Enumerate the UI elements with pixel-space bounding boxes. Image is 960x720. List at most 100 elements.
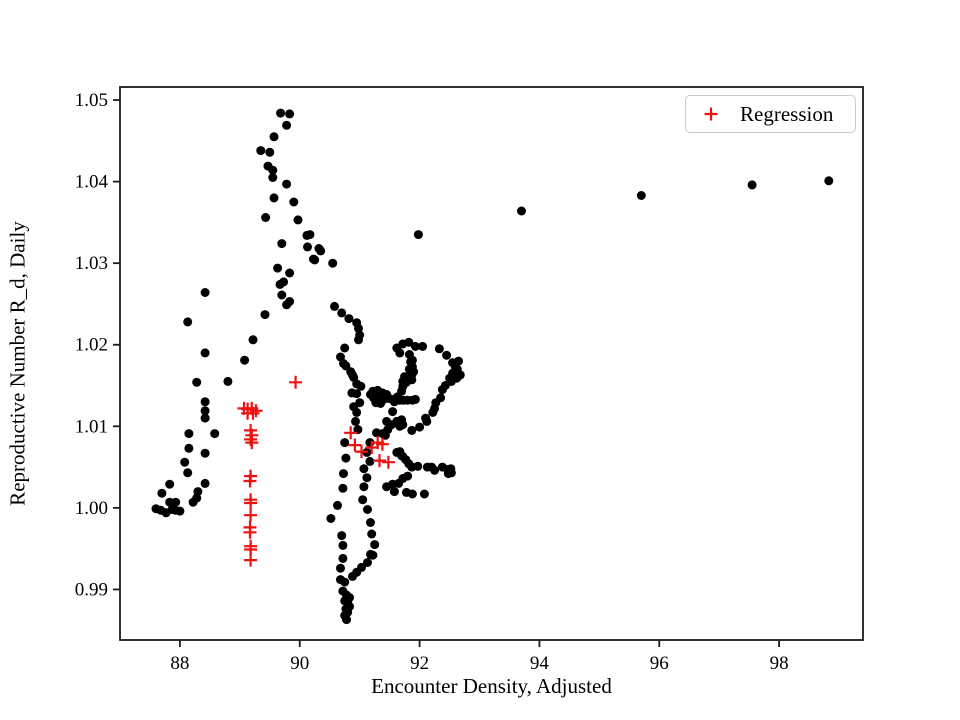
x-tick-label: 88 — [170, 653, 189, 674]
data-point — [269, 193, 279, 203]
y-tick-label: 1.02 — [75, 335, 108, 356]
regression-point — [244, 508, 258, 522]
data-point — [184, 429, 194, 439]
data-point — [382, 416, 392, 426]
x-tick-label: 98 — [770, 653, 789, 674]
data-point — [362, 473, 372, 483]
data-point — [430, 465, 440, 475]
regression-point — [246, 406, 260, 420]
regression-point — [289, 375, 303, 389]
data-point — [342, 615, 351, 625]
data-point — [268, 173, 278, 182]
data-point — [454, 356, 463, 366]
data-point — [395, 421, 405, 431]
data-point — [285, 268, 295, 278]
data-point — [367, 529, 377, 539]
data-point — [410, 341, 420, 351]
regression-point — [355, 445, 368, 459]
data-point — [273, 263, 283, 273]
data-point — [330, 301, 339, 311]
data-point — [359, 482, 369, 492]
legend-label: Regression — [740, 101, 834, 126]
data-point — [352, 389, 362, 399]
data-point — [248, 335, 258, 345]
y-tick-label: 1.05 — [75, 90, 108, 111]
data-point — [310, 255, 320, 265]
x-tick-label: 92 — [410, 653, 429, 674]
regression-point — [381, 455, 395, 469]
data-point — [442, 350, 452, 360]
data-point — [366, 518, 375, 527]
data-point — [285, 109, 295, 119]
legend: Regression — [685, 95, 856, 133]
data-point — [333, 500, 342, 510]
data-point — [403, 471, 413, 481]
regression-point — [244, 496, 258, 510]
data-point — [398, 452, 408, 461]
data-point — [256, 146, 266, 156]
data-point — [285, 297, 295, 306]
data-point — [223, 376, 233, 386]
data-point — [345, 593, 354, 603]
data-point — [200, 348, 210, 358]
data-point — [193, 487, 203, 497]
data-point — [276, 108, 286, 118]
y-axis-label: Reproductive Number R_d, Daily — [5, 221, 30, 506]
data-point — [184, 443, 194, 453]
data-point — [413, 230, 423, 240]
data-point — [200, 288, 210, 297]
data-point — [175, 506, 185, 516]
data-point — [282, 179, 292, 189]
data-point — [440, 381, 450, 390]
data-point — [351, 416, 360, 426]
data-point — [747, 180, 757, 190]
data-point — [240, 355, 250, 365]
data-point — [180, 457, 190, 467]
data-point — [517, 206, 526, 216]
data-point — [200, 478, 210, 488]
data-point — [316, 246, 326, 256]
x-tick-label: 90 — [290, 653, 309, 674]
data-point — [418, 341, 428, 351]
data-point — [200, 406, 210, 416]
data-point — [279, 277, 289, 287]
data-point — [410, 394, 420, 404]
data-point — [326, 514, 336, 523]
data-point — [359, 464, 369, 474]
data-point — [413, 461, 423, 471]
data-point — [354, 335, 363, 345]
y-tick-label: 1.00 — [75, 498, 108, 519]
data-point — [183, 317, 193, 327]
data-point — [210, 429, 220, 439]
y-tick-label: 1.01 — [75, 416, 108, 437]
regression-point — [375, 437, 389, 451]
data-point — [328, 258, 338, 268]
data-point — [636, 191, 646, 200]
data-point — [192, 377, 202, 387]
data-point — [303, 242, 312, 252]
regression-point — [243, 474, 257, 488]
data-point — [344, 314, 354, 324]
data-point — [200, 397, 210, 407]
regression-point — [244, 432, 258, 446]
data-point — [277, 239, 287, 249]
data-point — [157, 488, 167, 498]
data-point — [183, 468, 193, 478]
data-point — [338, 540, 348, 550]
data-point — [363, 505, 372, 514]
data-point — [341, 453, 351, 463]
data-point — [339, 469, 348, 479]
y-tick-label: 0.99 — [75, 579, 108, 600]
regression-point — [344, 426, 358, 440]
data-point — [356, 381, 366, 391]
data-point — [340, 343, 350, 353]
data-point — [340, 577, 350, 587]
data-point — [363, 558, 372, 567]
data-point — [407, 425, 417, 435]
data-point — [376, 399, 386, 408]
data-point — [336, 563, 345, 573]
data-point — [380, 430, 390, 440]
data-point — [421, 413, 431, 423]
data-point — [430, 403, 440, 413]
